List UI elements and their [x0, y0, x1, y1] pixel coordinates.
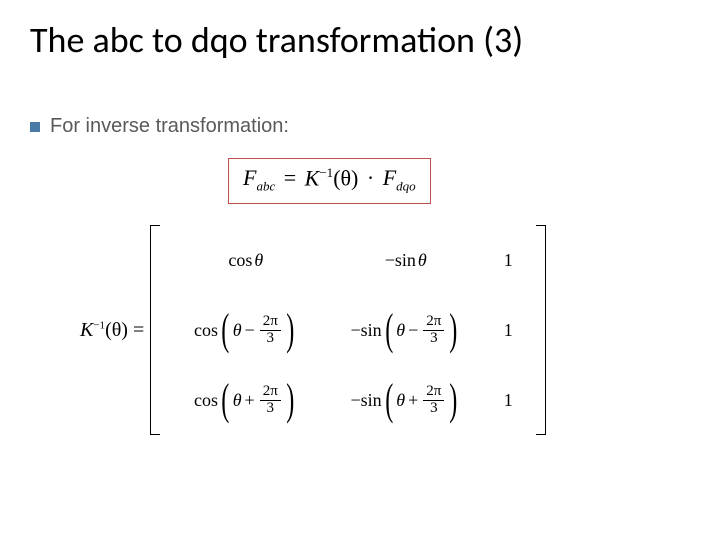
matrix-cell: −sinθ — [323, 250, 488, 271]
matrix-cell: 1 — [488, 250, 528, 271]
eq-F-dqo: Fdqo — [383, 165, 416, 190]
eq-K: K — [305, 165, 320, 190]
matrix-row: cos ( θ− 2π3 ) −sin ( θ− 2π3 ) 1 — [168, 300, 528, 360]
eq-K-sup: −1 — [319, 165, 333, 180]
eq-equals: = — [284, 165, 296, 190]
bullet-row: For inverse transformation: — [30, 115, 289, 138]
matrix-cell: 1 — [488, 390, 528, 411]
bullet-square-icon — [30, 122, 40, 132]
matrix-cell: cos ( θ+ 2π3 ) — [168, 382, 323, 417]
eq-dot: · — [367, 165, 374, 190]
matrix-lhs: K−1(θ) = — [80, 319, 144, 342]
bullet-text: For inverse transformation: — [50, 115, 289, 138]
matrix-cell: −sin ( θ+ 2π3 ) — [323, 382, 488, 417]
matrix-cell: 1 — [488, 320, 528, 341]
matrix-row: cos ( θ+ 2π3 ) −sin ( θ+ 2π3 ) 1 — [168, 370, 528, 430]
matrix-row: cosθ −sinθ 1 — [168, 230, 528, 290]
left-bracket-icon — [150, 225, 160, 435]
matrix-equation: K−1(θ) = cosθ −sinθ 1 cos ( θ− 2π3 ) − — [80, 225, 546, 435]
matrix-body: cosθ −sinθ 1 cos ( θ− 2π3 ) −sin ( θ− — [160, 225, 536, 435]
slide-title: The abc to dqo transformation (3) — [30, 18, 523, 62]
eq-F-abc: Fabc — [243, 165, 275, 190]
matrix-cell: cosθ — [168, 250, 323, 271]
matrix-cell: cos ( θ− 2π3 ) — [168, 312, 323, 347]
eq-theta-arg: (θ) — [333, 165, 358, 190]
matrix-cell: −sin ( θ− 2π3 ) — [323, 312, 488, 347]
right-bracket-icon — [536, 225, 546, 435]
boxed-equation: Fabc = K−1(θ) · Fdqo — [228, 158, 431, 204]
